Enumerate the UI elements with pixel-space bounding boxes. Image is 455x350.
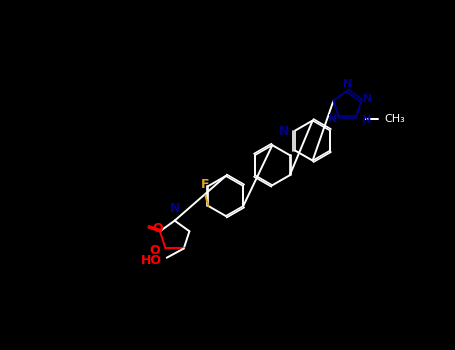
Text: N: N (170, 202, 181, 215)
Text: N: N (279, 125, 290, 138)
Text: HO: HO (141, 253, 162, 267)
Text: CH₃: CH₃ (384, 113, 405, 124)
Text: N: N (362, 115, 371, 125)
Text: N: N (363, 94, 372, 104)
Text: F: F (201, 177, 209, 191)
Text: N: N (328, 113, 337, 124)
Text: N: N (343, 79, 352, 89)
Text: O: O (150, 244, 160, 257)
Text: O: O (153, 222, 163, 235)
